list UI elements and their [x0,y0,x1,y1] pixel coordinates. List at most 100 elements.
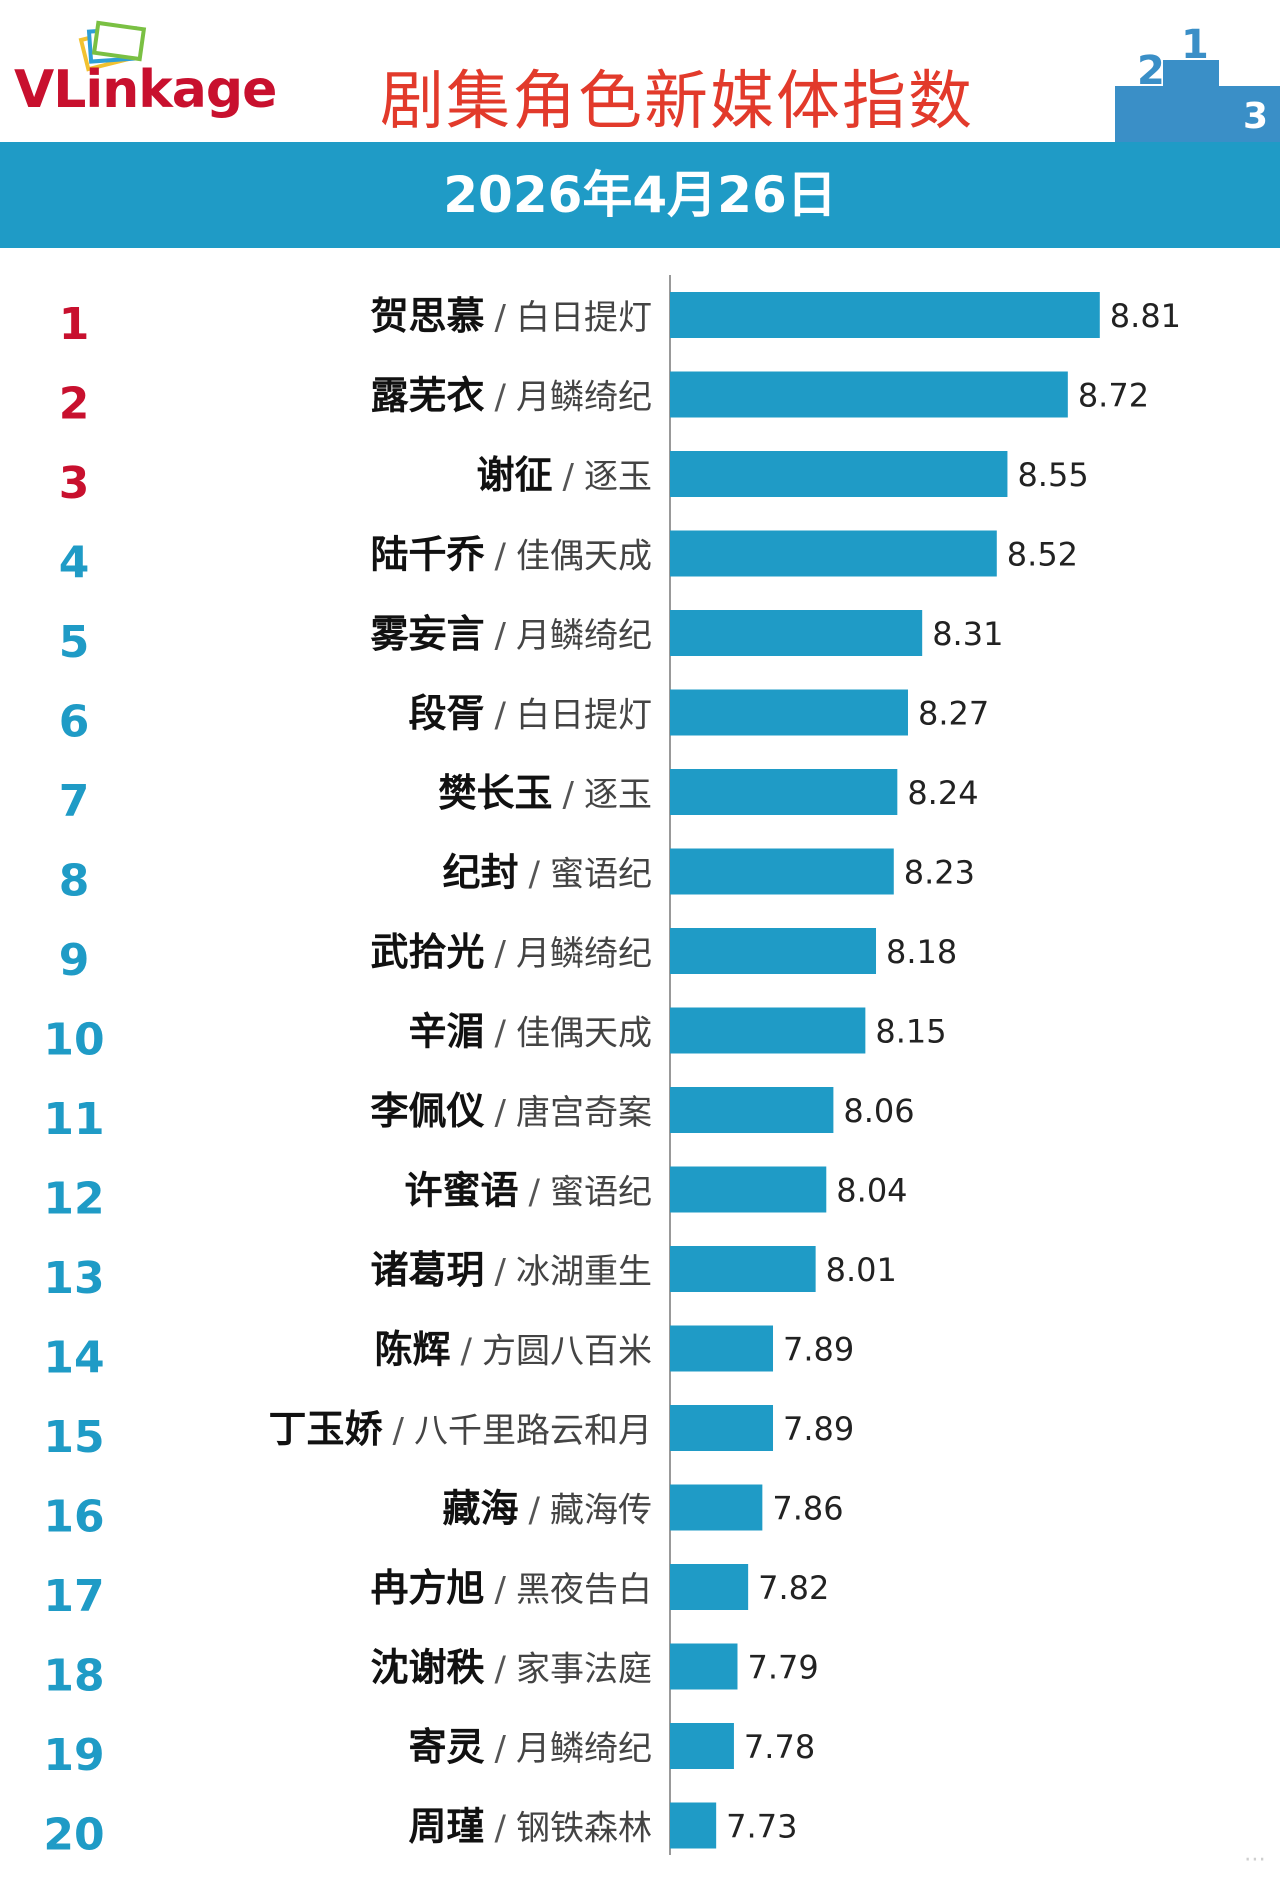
drama-name: 方圆八百米 [482,1332,652,1372]
rank-label: 2 [59,379,90,430]
drama-name: 冰湖重生 [516,1252,652,1292]
bar [670,371,1068,418]
rank-label: 13 [43,1253,104,1304]
category-label: 露芜衣 / 月鳞绮纪 [371,374,652,418]
category-label: 段胥 / 白日提灯 [409,692,652,736]
category-label: 陆千乔 / 佳偶天成 [371,533,652,577]
value-label: 8.15 [875,1013,946,1051]
more-icon: ⋯ [1244,1847,1266,1872]
rank-label: 12 [43,1174,104,1225]
category-label: 周瑾 / 钢铁森林 [409,1805,652,1849]
drama-name: 白日提灯 [516,696,652,736]
drama-name: 佳偶天成 [516,537,652,577]
bar [670,1723,734,1769]
value-label: 7.73 [726,1808,797,1846]
category-label: 谢征 / 逐玉 [477,453,652,497]
drama-name: 蜜语纪 [550,1173,652,1213]
bar [670,1802,717,1849]
character-name: 李佩仪 [371,1089,485,1133]
value-label: 8.27 [918,695,989,733]
value-label: 8.52 [1007,536,1078,574]
category-label: 藏海 / 藏海传 [443,1487,652,1531]
date-banner: 2026年4月26日 [0,142,1280,248]
rank-label: 9 [59,935,90,986]
value-label: 7.89 [783,1410,854,1448]
bar [670,1166,827,1213]
character-name: 雾妄言 [371,612,485,656]
category-label: 武拾光 / 月鳞绮纪 [371,930,652,974]
drama-name: 黑夜告白 [516,1570,652,1610]
character-name: 沈谢秩 [371,1646,485,1690]
bar [670,1484,763,1531]
category-label: 纪封 / 蜜语纪 [443,851,652,895]
drama-name: 佳偶天成 [516,1014,652,1054]
value-label: 7.82 [758,1569,829,1607]
bar [670,610,923,656]
rank-label: 17 [43,1571,104,1622]
bar [670,1007,866,1054]
separator: / [495,378,507,418]
rank-label: 6 [59,697,90,748]
value-label: 8.23 [904,854,975,892]
separator: / [461,1332,473,1372]
bar [670,1087,834,1133]
separator: / [495,934,507,974]
bar [670,530,997,577]
rank-label: 3 [59,458,90,509]
vlinkage-logo: VLinkage [14,20,284,120]
bar [670,928,877,974]
drama-name: 家事法庭 [516,1650,652,1690]
separator: / [529,1173,541,1213]
bar [670,1325,774,1372]
bar [670,1564,749,1610]
bar [670,1643,738,1690]
value-label: 8.01 [826,1251,897,1289]
value-label: 7.89 [783,1331,854,1369]
rank-label: 1 [59,299,90,350]
value-label: 7.79 [747,1649,818,1687]
character-name: 武拾光 [371,930,485,974]
category-label: 李佩仪 / 唐宫奇案 [371,1089,652,1133]
value-label: 8.24 [907,774,978,812]
category-label: 冉方旭 / 黑夜告白 [371,1566,652,1610]
drama-name: 月鳞绮纪 [516,934,652,974]
character-name: 辛湄 [409,1010,485,1054]
drama-name: 月鳞绮纪 [516,616,652,656]
separator: / [563,457,575,497]
character-name: 纪封 [443,851,519,895]
date-label: 2026年4月26日 [443,166,837,224]
drama-name: 钢铁森林 [516,1809,652,1849]
drama-name: 月鳞绮纪 [516,1729,652,1769]
bar [670,451,1008,497]
value-label: 8.55 [1017,456,1088,494]
rank-label: 5 [59,617,90,668]
value-label: 8.72 [1078,377,1149,415]
drama-name: 八千里路云和月 [414,1411,652,1451]
separator: / [495,1093,507,1133]
bar [670,848,894,895]
drama-name: 逐玉 [584,457,652,497]
rank-label: 11 [43,1094,104,1145]
ranking-bar-chart: 1 贺思慕 / 白日提灯 8.812 露芜衣 / 月鳞绮纪 8.723 谢征 / 逐玉 8.554 陆千乔… [43,275,1181,1861]
bar [670,1246,816,1292]
character-name: 陈辉 [375,1328,451,1372]
separator: / [495,1570,507,1610]
rank-label: 4 [59,538,90,589]
rank-label: 18 [43,1651,104,1702]
character-name: 许蜜语 [405,1169,519,1213]
rank-label: 19 [43,1730,104,1781]
character-name: 贺思慕 [371,294,485,338]
drama-name: 逐玉 [584,775,652,815]
drama-name: 唐宫奇案 [516,1093,652,1133]
drama-name: 藏海传 [550,1491,652,1531]
drama-name: 白日提灯 [516,298,652,338]
rank-label: 16 [43,1492,104,1543]
separator: / [495,696,507,736]
value-label: 8.18 [886,933,957,971]
category-label: 樊长玉 / 逐玉 [439,771,652,815]
svg-text:3: 3 [1243,96,1268,137]
rank-label: 14 [43,1333,104,1384]
character-name: 藏海 [443,1487,519,1531]
character-name: 丁玉娇 [269,1407,384,1451]
category-label: 寄灵 / 月鳞绮纪 [409,1725,652,1769]
